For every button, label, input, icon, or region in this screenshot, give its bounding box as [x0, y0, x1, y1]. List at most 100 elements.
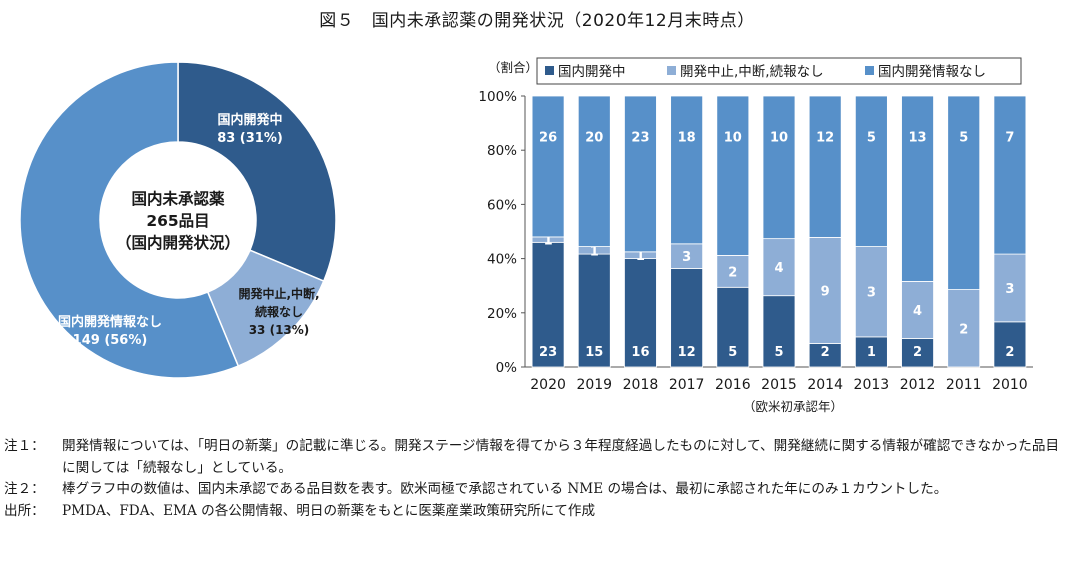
- bar-segment: [624, 95, 657, 253]
- legend-swatch: [545, 66, 554, 75]
- donut-center-label: 国内未承認薬 265品目（国内開発状況）: [116, 189, 240, 252]
- legend: 国内開発中 開発中止,中断,続報なし 国内開発情報なし: [536, 57, 1022, 85]
- bar-value-label: 16: [631, 345, 649, 360]
- x-tick-label: 2010: [992, 377, 1028, 393]
- note-1: 注１： 開発情報については、「明日の新薬」の記載に準じる。開発ステージ情報を得て…: [4, 436, 1070, 479]
- pie-slice-label: 開発中止,中断,続報なし 33 (13%): [238, 286, 319, 337]
- bar-value-label: 13: [908, 131, 926, 146]
- legend-swatch: [865, 66, 874, 75]
- notes: 注１： 開発情報については、「明日の新薬」の記載に準じる。開発ステージ情報を得て…: [4, 436, 1070, 522]
- y-tick-label: 40%: [487, 252, 517, 268]
- x-axis-label: （欧米初承認年）: [743, 399, 843, 414]
- pie-slice-label: 国内開発情報なし 149 (56%): [58, 314, 162, 348]
- bar-segment: [762, 238, 796, 297]
- source-note: 出所： PMDA、FDA、EMA の各公開情報、明日の新薬をもとに医薬産業政策研…: [4, 501, 1070, 523]
- bar-value-label: 26: [539, 131, 557, 146]
- note-text: PMDA、FDA、EMA の各公開情報、明日の新薬をもとに医薬産業政策研究所にて…: [62, 502, 596, 519]
- bar-value-label: 3: [1005, 282, 1014, 297]
- bar-value-label: 5: [728, 345, 737, 360]
- bar-segment: [624, 258, 657, 368]
- donut-chart: 国内開発中 83 (31%) 開発中止,中断,続報なし 33 (13%) 国内開発情報な…: [19, 61, 337, 379]
- bar-value-label: 3: [867, 286, 876, 301]
- bar-value-label: 7: [1005, 131, 1014, 146]
- x-tick-label: 2017: [669, 377, 705, 393]
- bar-segment: [854, 336, 888, 368]
- pie-slice-2: [19, 61, 240, 379]
- bar-segment: [670, 95, 704, 245]
- bar-value-label: 1: [636, 249, 645, 264]
- note-label: 注２：: [4, 481, 45, 497]
- legend-label: 開発中止,中断,続報なし: [680, 64, 824, 80]
- bar-segment: [716, 286, 750, 368]
- bar-segment: [577, 95, 611, 247]
- bar-value-label: 2: [1005, 345, 1014, 360]
- y-tick-label: 80%: [487, 143, 517, 159]
- x-tick-label: 2020: [530, 377, 566, 393]
- bar-segment: [762, 295, 796, 368]
- bar-value-label: 1: [544, 234, 553, 249]
- bar-value-label: 5: [959, 131, 968, 146]
- y-tick-label: 100%: [478, 89, 517, 105]
- bar-segment: [901, 95, 934, 282]
- x-tick-label: 2019: [576, 377, 612, 393]
- bar-segment: [993, 253, 1027, 323]
- bar-value-label: 18: [678, 131, 696, 146]
- bar-value-label: 2: [959, 322, 968, 337]
- legend-box: [536, 57, 1022, 85]
- y-tick-label: 0%: [496, 360, 518, 376]
- x-tick-label: 2016: [715, 377, 751, 393]
- pie-slice-0: [177, 61, 337, 283]
- bar-segment: [531, 241, 565, 368]
- x-tick-label: 2012: [900, 377, 936, 393]
- bar-segment: [947, 95, 981, 290]
- note-text: 開発情報については、「明日の新薬」の記載に準じる。開発ステージ情報を得てから３年…: [62, 438, 1060, 476]
- bar-value-label: 20: [585, 131, 603, 146]
- bar-value-label: 4: [774, 261, 783, 276]
- bar-value-label: 1: [590, 244, 599, 259]
- bar-segment: [670, 268, 704, 368]
- legend-swatch: [667, 66, 676, 75]
- bar-segment: [947, 289, 981, 368]
- bar-segment: [993, 321, 1027, 368]
- note-2: 注２： 棒グラフ中の数値は、国内未承認である品目数を表す。欧米両極で承認されてい…: [4, 479, 1070, 501]
- bar-segment: [531, 95, 565, 238]
- x-tick-label: 2013: [854, 377, 890, 393]
- bar-segment: [808, 236, 842, 344]
- y-tick-label: 20%: [487, 306, 517, 322]
- x-tick-label: 2015: [761, 377, 797, 393]
- bar-value-label: 23: [631, 131, 649, 146]
- bar-segment: [993, 95, 1027, 255]
- x-tick-label: 2011: [946, 377, 982, 393]
- figure-title: 図５ 国内未承認薬の開発状況（2020年12月末時点）: [319, 11, 755, 31]
- bar-value-label: 5: [867, 131, 876, 146]
- pie-slice-label: 国内開発中 83 (31%): [217, 112, 283, 146]
- y-tick-label: 60%: [487, 197, 517, 213]
- bar-segment: [716, 95, 750, 256]
- bar-segment: [901, 338, 934, 368]
- bar-value-label: 3: [682, 250, 691, 265]
- bar-value-label: 5: [774, 345, 783, 360]
- bar-value-label: 9: [821, 284, 830, 299]
- bar-segment: [854, 95, 888, 247]
- stacked-bar-chart: 0%20%40%60%80%100%（割合）231262020151202019…: [478, 57, 1033, 414]
- bar-value-label: 23: [539, 345, 557, 360]
- bar-segment: [808, 95, 842, 238]
- bar-segment: [716, 255, 750, 288]
- x-tick-label: 2014: [807, 377, 843, 393]
- bar-value-label: 2: [821, 345, 830, 360]
- legend-label: 国内開発情報なし: [878, 64, 986, 80]
- bar-value-label: 12: [678, 345, 696, 360]
- bar-value-label: 10: [770, 131, 788, 146]
- note-label: 出所：: [4, 502, 45, 519]
- x-tick-label: 2018: [623, 377, 659, 393]
- bar-value-label: 10: [724, 131, 742, 146]
- bar-value-label: 4: [913, 304, 922, 319]
- bar-value-label: 1: [867, 345, 876, 360]
- bar-value-label: 12: [816, 131, 834, 146]
- y-axis-label: （割合）: [488, 60, 538, 75]
- legend-label: 国内開発中: [558, 64, 626, 80]
- note-text: 棒グラフ中の数値は、国内未承認である品目数を表す。欧米両極で承認されている NM…: [62, 481, 948, 497]
- bar-segment: [854, 246, 888, 338]
- bar-value-label: 2: [913, 345, 922, 360]
- note-label: 注１：: [4, 438, 45, 454]
